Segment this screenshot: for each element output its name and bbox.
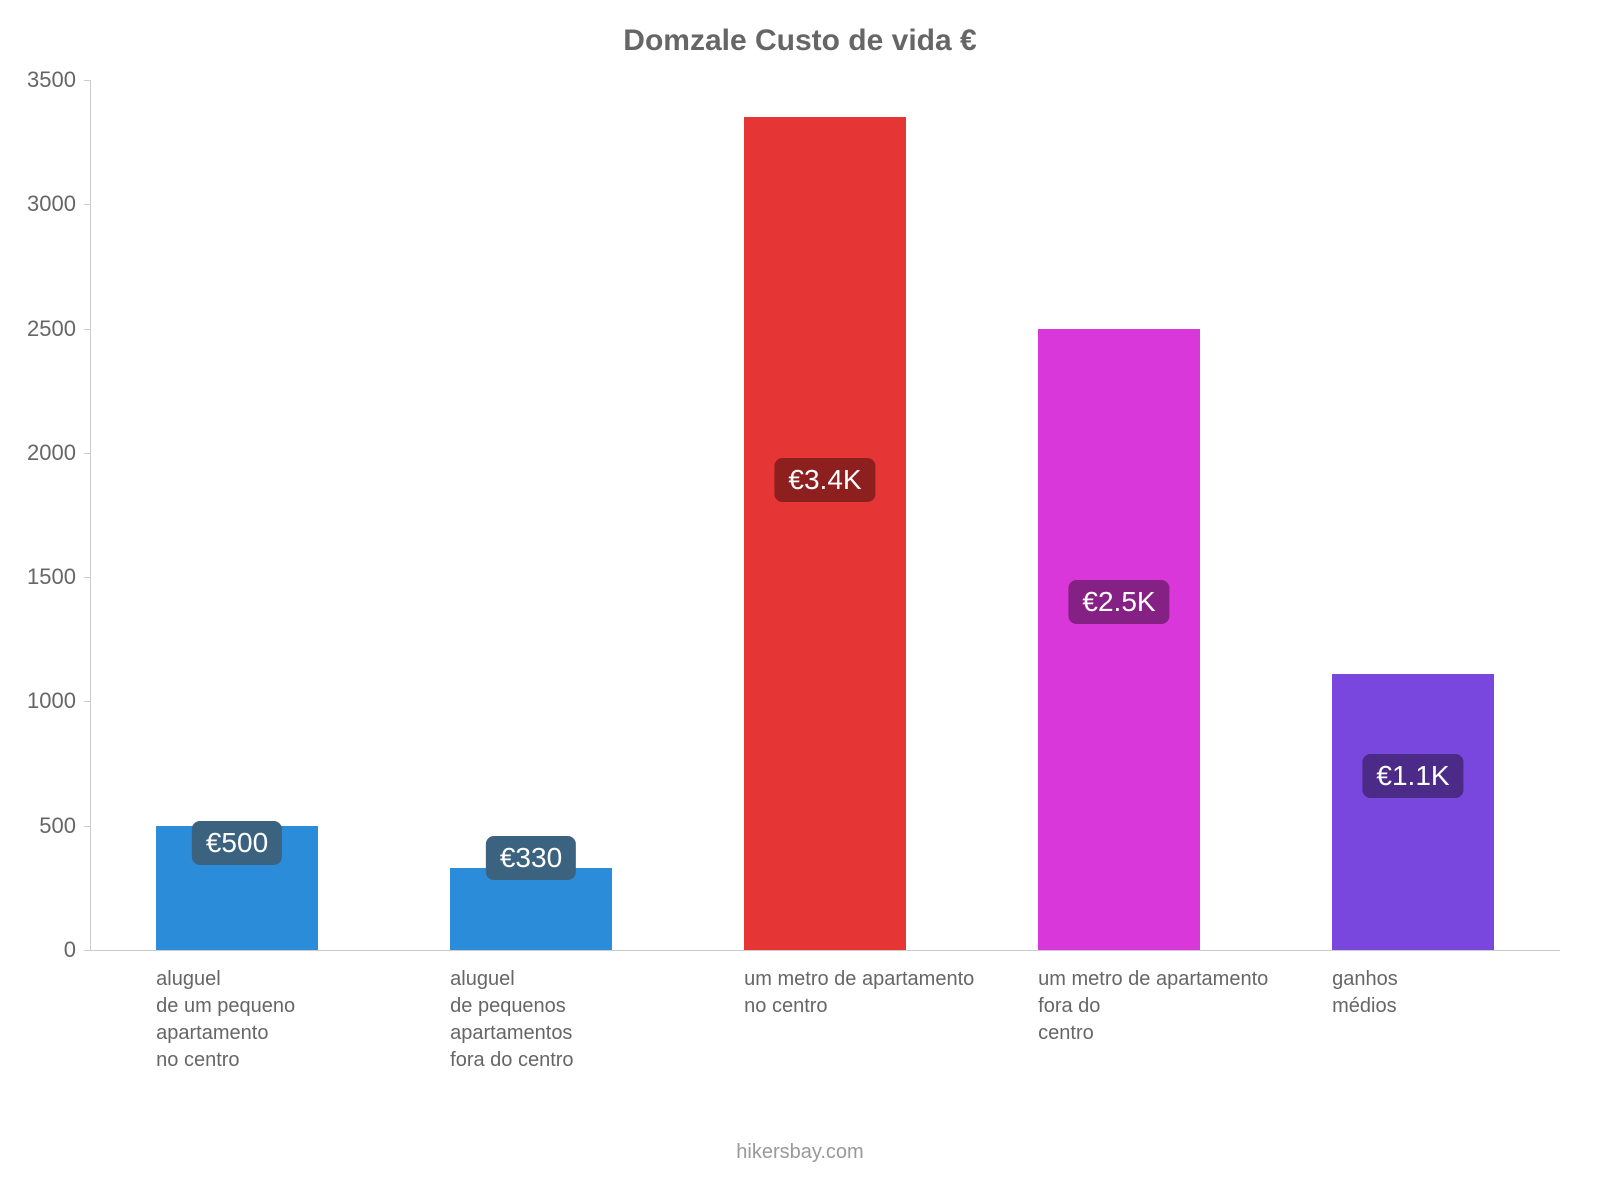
plot-area: 0500100015002000250030003500€500aluguel … [90, 80, 1560, 950]
x-category-label: aluguel de pequenos apartamentos fora do… [450, 950, 729, 1074]
x-category-label: ganhos médios [1332, 950, 1600, 1020]
bar-value-label: €2.5K [1068, 580, 1169, 624]
x-category-label: um metro de apartamento fora do centro [1038, 950, 1317, 1047]
y-tick-label: 0 [64, 937, 90, 963]
bar [744, 117, 906, 950]
bar [1038, 329, 1200, 950]
credits-text: hikersbay.com [0, 1141, 1600, 1164]
bar-value-label: €500 [192, 821, 282, 865]
y-tick-label: 1000 [27, 688, 90, 714]
bar-value-label: €330 [486, 836, 576, 880]
x-category-label: um metro de apartamento no centro [744, 950, 1023, 1020]
y-tick-label: 3500 [27, 67, 90, 93]
y-axis-line [90, 80, 91, 950]
y-tick-label: 2000 [27, 440, 90, 466]
y-tick-label: 2500 [27, 316, 90, 342]
bar-value-label: €1.1K [1362, 754, 1463, 798]
x-category-label: aluguel de um pequeno apartamento no cen… [156, 950, 435, 1074]
bar [1332, 674, 1494, 950]
chart-root: Domzale Custo de vida € 0500100015002000… [0, 0, 1600, 1200]
y-tick-label: 1500 [27, 564, 90, 590]
chart-title: Domzale Custo de vida € [0, 24, 1600, 58]
y-tick-label: 500 [39, 813, 90, 839]
bar-value-label: €3.4K [774, 458, 875, 502]
bar [450, 868, 612, 950]
y-tick-label: 3000 [27, 191, 90, 217]
